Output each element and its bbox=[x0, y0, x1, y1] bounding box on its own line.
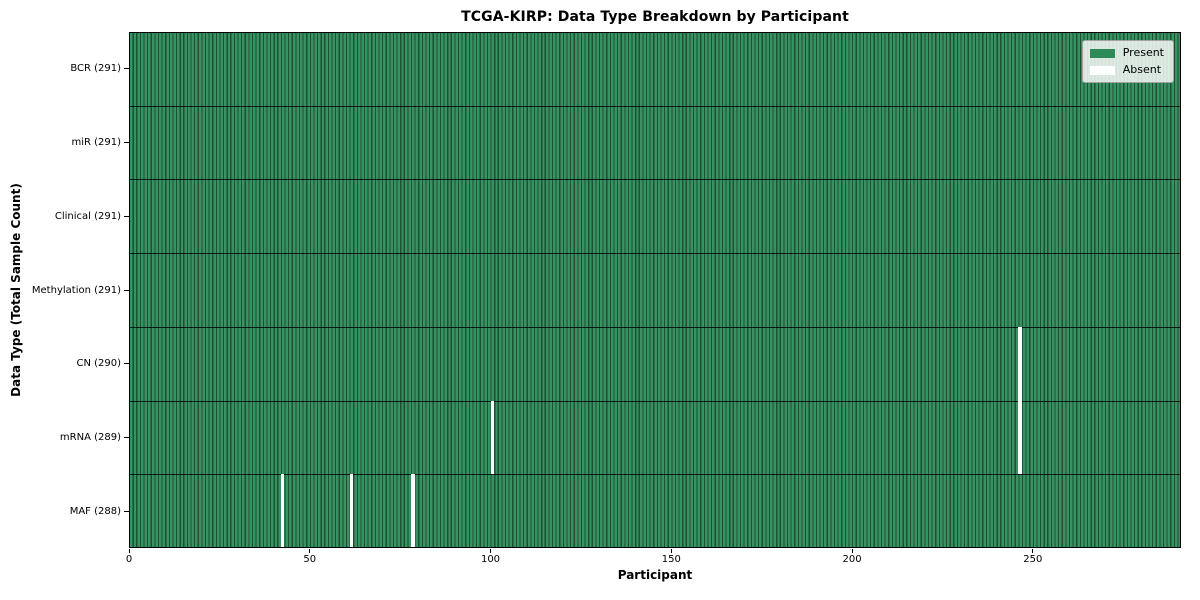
legend: Present Absent bbox=[1081, 40, 1174, 83]
x-tick-mark bbox=[309, 548, 311, 553]
y-tick-mark bbox=[124, 289, 129, 291]
absent-marker-MAF-78 bbox=[410, 474, 415, 548]
y-tick-label: BCR (291) bbox=[70, 63, 121, 75]
y-tick-label: mRNA (289) bbox=[59, 431, 121, 443]
x-tick-mark bbox=[1032, 548, 1034, 553]
x-tick-label: 200 bbox=[842, 554, 862, 565]
row-separator bbox=[129, 400, 1181, 402]
row-separator bbox=[129, 474, 1181, 476]
y-tick-label: miR (291) bbox=[71, 137, 121, 149]
absent-marker-CN-246 bbox=[1018, 326, 1022, 401]
y-tick-mark bbox=[124, 363, 129, 365]
y-tick-label: Methylation (291) bbox=[31, 284, 121, 296]
x-tick-label: 0 bbox=[125, 554, 133, 565]
row-separator bbox=[129, 253, 1181, 255]
row-separator bbox=[129, 105, 1181, 107]
x-tick-label: 250 bbox=[1023, 554, 1043, 565]
legend-item-present: Present bbox=[1089, 46, 1164, 59]
x-tick-mark bbox=[670, 548, 672, 553]
absent-marker-MAF-42 bbox=[280, 474, 285, 548]
y-tick-label: CN (290) bbox=[76, 358, 121, 370]
absent-marker-MAF-61 bbox=[349, 474, 354, 548]
x-axis-title: Participant bbox=[617, 568, 693, 582]
x-tick-label: 150 bbox=[661, 554, 681, 565]
legend-label: Absent bbox=[1122, 63, 1162, 76]
legend-swatch-present bbox=[1089, 48, 1115, 58]
y-tick-label: MAF (288) bbox=[69, 505, 121, 517]
absent-marker-mRNA-246 bbox=[1018, 400, 1022, 475]
row-separator bbox=[129, 179, 1181, 181]
legend-label: Present bbox=[1122, 46, 1164, 59]
legend-item-absent: Absent bbox=[1089, 63, 1164, 76]
y-tick-mark bbox=[124, 68, 129, 70]
y-tick-label: Clinical (291) bbox=[54, 210, 121, 222]
x-tick-mark bbox=[128, 548, 130, 553]
y-tick-mark bbox=[124, 436, 129, 438]
row-separator bbox=[129, 326, 1181, 328]
y-tick-mark bbox=[124, 142, 129, 144]
x-tick-label: 100 bbox=[480, 554, 501, 565]
plot-area: Present Absent bbox=[129, 32, 1181, 548]
absent-marker-mRNA-100 bbox=[490, 400, 495, 475]
chart-title: TCGA-KIRP: Data Type Breakdown by Partic… bbox=[461, 9, 849, 25]
y-tick-mark bbox=[124, 215, 129, 217]
x-tick-label: 50 bbox=[303, 554, 317, 565]
x-tick-mark bbox=[851, 548, 853, 553]
x-tick-mark bbox=[490, 548, 491, 553]
y-tick-mark bbox=[124, 510, 129, 512]
legend-swatch-absent bbox=[1089, 65, 1115, 75]
